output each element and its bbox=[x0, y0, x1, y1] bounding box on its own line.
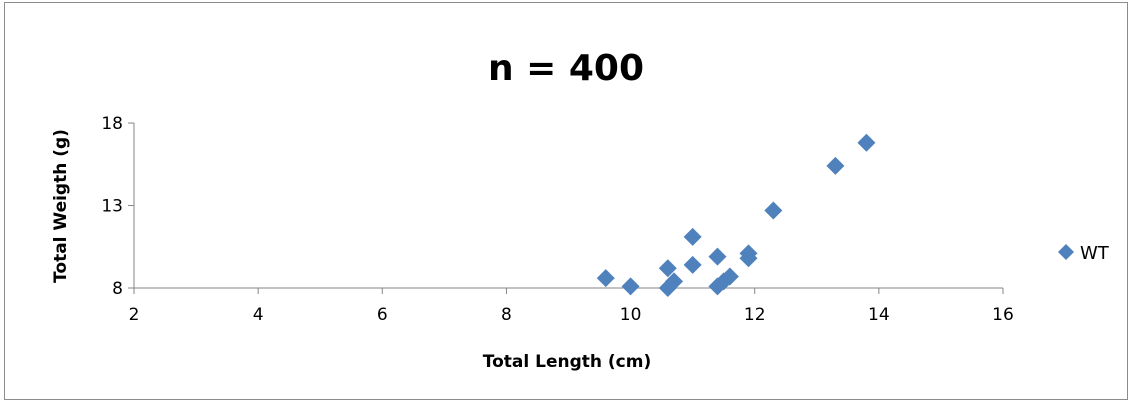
x-ticks: 2 4 6 8 10 12 14 16 bbox=[129, 288, 1014, 325]
x-tick-label: 8 bbox=[501, 305, 512, 325]
y-ticks: 8 13 18 bbox=[101, 114, 134, 299]
x-tick-label: 6 bbox=[377, 305, 388, 325]
x-tick-label: 2 bbox=[129, 305, 140, 325]
data-point bbox=[683, 227, 702, 246]
y-tick-label: 13 bbox=[101, 197, 123, 217]
y-tick-label: 18 bbox=[101, 114, 123, 134]
data-point bbox=[720, 267, 739, 286]
x-tick-label: 12 bbox=[744, 305, 766, 325]
x-tick-label: 14 bbox=[868, 305, 890, 325]
x-tick-label: 4 bbox=[253, 305, 264, 325]
data-point bbox=[658, 259, 677, 278]
data-point bbox=[708, 247, 727, 266]
plot-axes bbox=[133, 123, 1003, 289]
chart-area bbox=[4, 2, 1128, 400]
data-point bbox=[857, 133, 876, 152]
data-point bbox=[826, 156, 845, 175]
x-tick-label: 16 bbox=[992, 305, 1014, 325]
y-tick-label: 8 bbox=[112, 279, 123, 299]
data-point bbox=[665, 272, 684, 291]
x-axis-title: Total Length (cm) bbox=[483, 352, 651, 372]
x-tick-label: 10 bbox=[620, 305, 642, 325]
data-points bbox=[596, 133, 876, 297]
data-point bbox=[739, 244, 758, 263]
legend-label-wt: WT bbox=[1080, 243, 1110, 264]
data-point bbox=[764, 201, 783, 220]
legend-marker-wt bbox=[1058, 244, 1074, 260]
y-axis-title: Total Weigth (g) bbox=[51, 129, 71, 283]
legend: WT bbox=[1058, 243, 1110, 264]
data-point bbox=[621, 277, 640, 296]
data-point bbox=[683, 255, 702, 274]
chart-title: n = 400 bbox=[488, 48, 644, 89]
data-point bbox=[596, 269, 615, 288]
